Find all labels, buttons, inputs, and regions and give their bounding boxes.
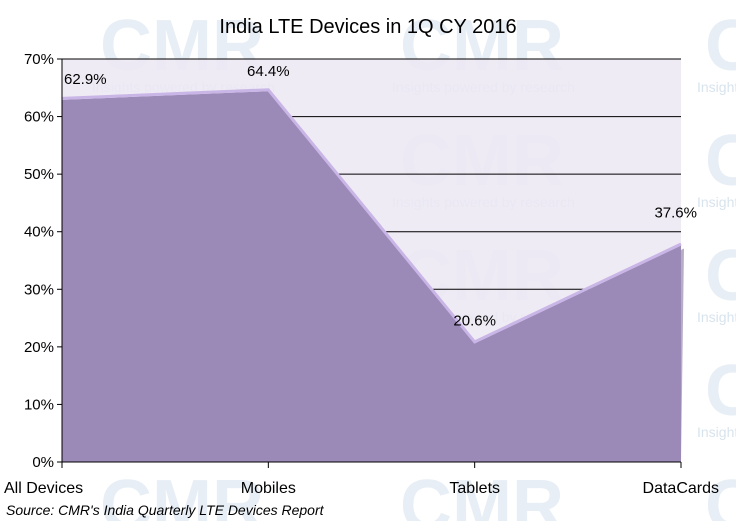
watermark-logo: CMR xyxy=(705,6,736,86)
data-area xyxy=(62,91,681,463)
x-axis-categories: All Devices Mobiles Tablets DataCards xyxy=(4,462,719,497)
watermark-logo: CMR xyxy=(400,466,564,521)
data-label: 37.6% xyxy=(654,205,697,222)
y-tick-label: 0% xyxy=(32,454,54,471)
x-category-label: DataCards xyxy=(643,480,719,497)
watermark-logo: CMR xyxy=(100,466,264,521)
y-tick-label: 40% xyxy=(24,224,54,241)
chart-title: India LTE Devices in 1Q CY 2016 xyxy=(219,16,516,38)
watermark-logo: CMR xyxy=(705,236,736,316)
y-tick-label: 60% xyxy=(24,109,54,126)
x-category-label: Mobiles xyxy=(241,480,296,497)
watermark-logo: CMR xyxy=(705,121,736,201)
area-top-edge xyxy=(61,88,682,344)
source-note: Source: CMR's India Quarterly LTE Device… xyxy=(6,502,325,518)
y-tick-label: 20% xyxy=(24,339,54,356)
y-tick-label: 50% xyxy=(24,166,54,183)
data-labels: 62.9% 64.4% 20.6% 37.6% xyxy=(64,63,697,329)
y-axis-ticks: 0% 10% 20% 30% 40% 50% 60% 70% xyxy=(24,51,62,471)
y-tick-label: 30% xyxy=(24,281,54,298)
x-category-label: Tablets xyxy=(449,480,500,497)
data-label: 20.6% xyxy=(453,312,496,329)
watermark-tagline: Insights powered by research xyxy=(697,194,736,210)
watermark-tagline: Insights powered by research xyxy=(697,424,736,440)
y-tick-label: 10% xyxy=(24,396,54,413)
data-label: 62.9% xyxy=(64,71,107,88)
watermark-logo: CMR xyxy=(705,466,736,521)
y-tick-label: 70% xyxy=(24,51,54,68)
watermark-logo: CMR xyxy=(705,351,736,431)
watermark-tagline: Insights powered by research xyxy=(697,309,736,325)
watermark-tagline: Insights powered by research xyxy=(697,79,736,95)
data-label: 64.4% xyxy=(247,63,290,80)
x-category-label: All Devices xyxy=(4,480,83,497)
